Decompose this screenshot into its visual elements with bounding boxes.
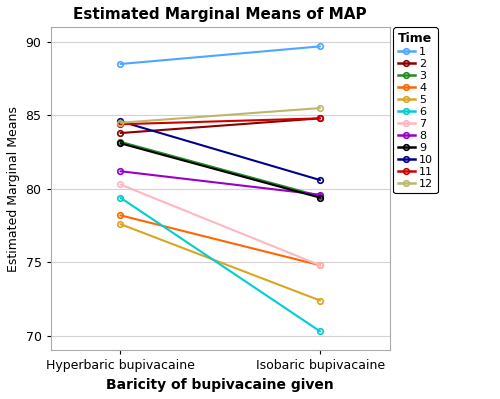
Y-axis label: Estimated Marginal Means: Estimated Marginal Means	[7, 106, 20, 272]
Legend: 1, 2, 3, 4, 5, 6, 7, 8, 9, 10, 11, 12: 1, 2, 3, 4, 5, 6, 7, 8, 9, 10, 11, 12	[394, 27, 438, 193]
Title: Estimated Marginal Means of MAP: Estimated Marginal Means of MAP	[74, 7, 367, 22]
X-axis label: Baricity of bupivacaine given: Baricity of bupivacaine given	[106, 378, 334, 392]
